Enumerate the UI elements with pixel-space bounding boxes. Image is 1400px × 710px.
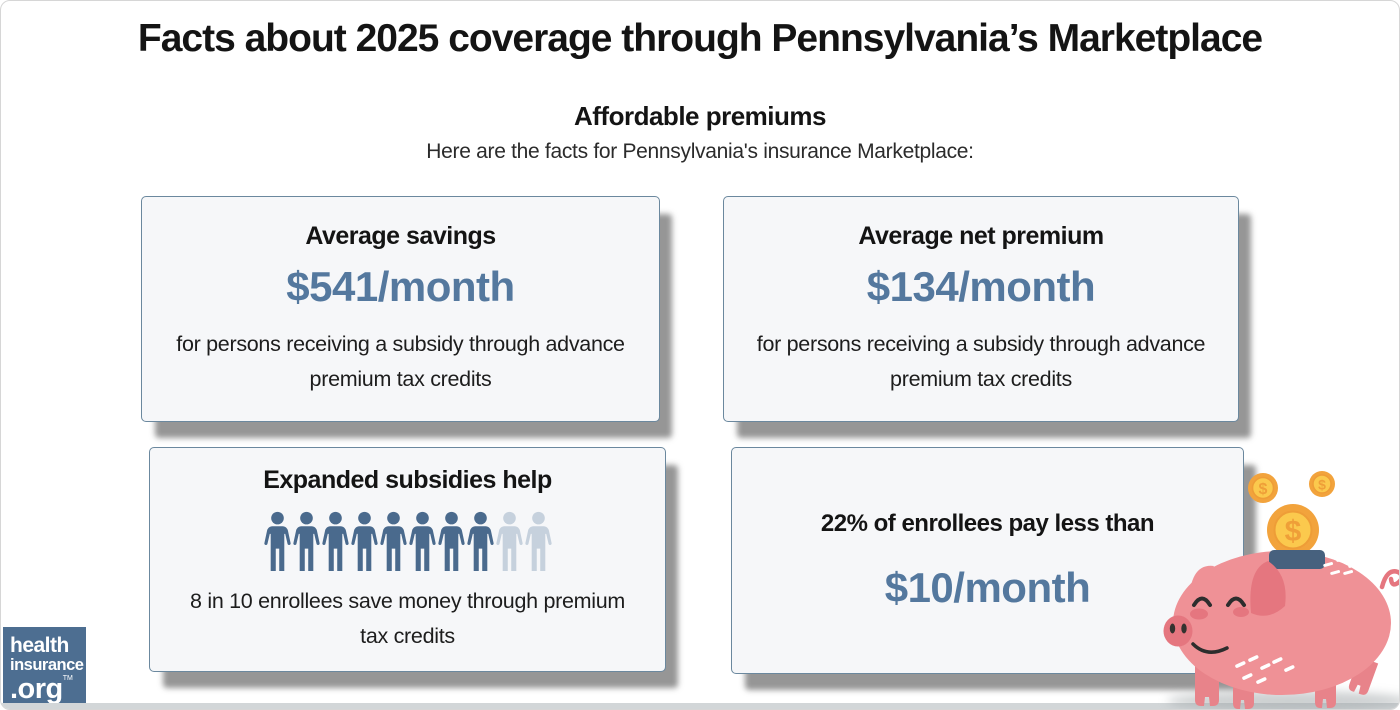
card-amount: $134/month: [866, 262, 1096, 310]
pig-near-ear: [1250, 561, 1286, 616]
page-title: Facts about 2025 coverage through Pennsy…: [137, 17, 1263, 60]
card-amount: $541/month: [286, 262, 515, 310]
coin-icon: $: [1309, 471, 1335, 497]
person-icon: [379, 511, 408, 574]
card-note: 8 in 10 enrollees save money through pre…: [190, 588, 625, 648]
person-icon: [495, 511, 524, 574]
healthinsurance-org-logo: health insurance .orgTM: [3, 627, 86, 705]
person-icon: [350, 511, 379, 574]
bottom-accent-bar: [1, 703, 1399, 709]
section-title: Affordable premiums: [574, 101, 827, 131]
logo-line-org: .orgTM: [10, 672, 73, 705]
stat-card-pay-less-than: 22% of enrollees pay less than $10/month: [731, 447, 1244, 674]
card-amount: $10/month: [884, 563, 1091, 611]
stat-card-average-savings: Average savings $541/month for persons r…: [141, 196, 660, 422]
person-icon: [408, 511, 437, 574]
stat-card-average-net-premium: Average net premium $134/month for perso…: [723, 196, 1239, 422]
pig-leg: [1348, 656, 1379, 695]
stat-card-expanded-subsidies: Expanded subsidies help: [149, 447, 666, 672]
section-tagline: Here are the facts for Pennsylvania's in…: [426, 140, 974, 163]
card-heading: 22% of enrollees pay less than: [820, 509, 1155, 537]
pig-tail: [1379, 569, 1399, 590]
svg-text:$: $: [1318, 477, 1326, 493]
person-icon: [466, 511, 495, 574]
card-note: for persons receiving a subsidy through …: [176, 331, 625, 391]
enrollee-pictograph: [263, 511, 553, 574]
card-note: for persons receiving a subsidy through …: [756, 331, 1206, 391]
pig-back-dashes: [1323, 557, 1359, 575]
person-icon: [292, 511, 321, 574]
trademark-symbol: TM: [62, 674, 73, 682]
person-icon: [437, 511, 466, 574]
logo-line-health: health: [10, 634, 69, 657]
person-icon: [524, 511, 553, 574]
svg-text:$: $: [1259, 481, 1268, 498]
card-heading: Average savings: [305, 221, 496, 250]
logo-line-insurance: insurance: [10, 656, 84, 674]
coin-icon: $: [1248, 473, 1278, 503]
svg-text:$: $: [1285, 515, 1302, 548]
person-icon: [321, 511, 350, 574]
coin-icon: $: [1267, 504, 1319, 556]
coin-slot: [1269, 550, 1325, 569]
card-heading: Expanded subsidies help: [263, 465, 552, 494]
person-icon: [263, 511, 292, 574]
card-heading: Average net premium: [858, 221, 1104, 250]
